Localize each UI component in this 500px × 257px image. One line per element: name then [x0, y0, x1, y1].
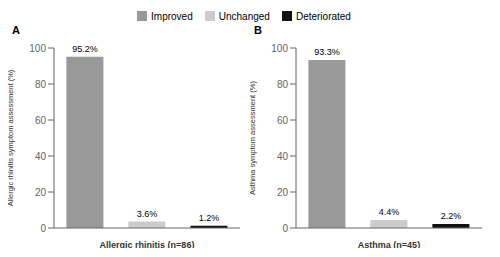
svg-text:3.6%: 3.6%	[137, 209, 158, 219]
svg-text:2.2%: 2.2%	[441, 211, 462, 221]
svg-text:1.2%: 1.2%	[199, 213, 220, 223]
svg-text:40: 40	[35, 151, 47, 162]
svg-text:100: 100	[29, 43, 46, 54]
svg-text:Asthma symptom assessment (%): Asthma symptom assessment (%)	[250, 81, 257, 195]
svg-text:80: 80	[35, 79, 47, 90]
svg-text:20: 20	[277, 187, 289, 198]
svg-text:Allergic rhinitis symptom asse: Allergic rhinitis symptom assessment (%)	[8, 69, 15, 206]
html-text:Improved: Improved	[151, 10, 193, 22]
svg-text:60: 60	[277, 115, 289, 126]
svg-text:0: 0	[282, 223, 288, 234]
svg-text:Asthma (n=45): Asthma (n=45)	[358, 240, 420, 248]
svg-text:0: 0	[40, 223, 46, 234]
svg-text:20: 20	[35, 187, 47, 198]
html-text:Deteriorated: Deteriorated	[295, 10, 351, 22]
svg-text:Allergic rhinitis (n=86): Allergic rhinitis (n=86)	[100, 240, 195, 248]
svg-text:60: 60	[35, 115, 47, 126]
svg-text:93.3%: 93.3%	[314, 47, 340, 57]
html-text:A: A	[12, 24, 20, 36]
svg-text:80: 80	[277, 79, 289, 90]
svg-text:95.2%: 95.2%	[72, 44, 98, 54]
svg-text:4.4%: 4.4%	[379, 207, 400, 217]
html-text:Unchanged: Unchanged	[218, 10, 270, 22]
html-text:B: B	[254, 24, 262, 36]
svg-text:40: 40	[277, 151, 289, 162]
svg-text:100: 100	[271, 43, 288, 54]
